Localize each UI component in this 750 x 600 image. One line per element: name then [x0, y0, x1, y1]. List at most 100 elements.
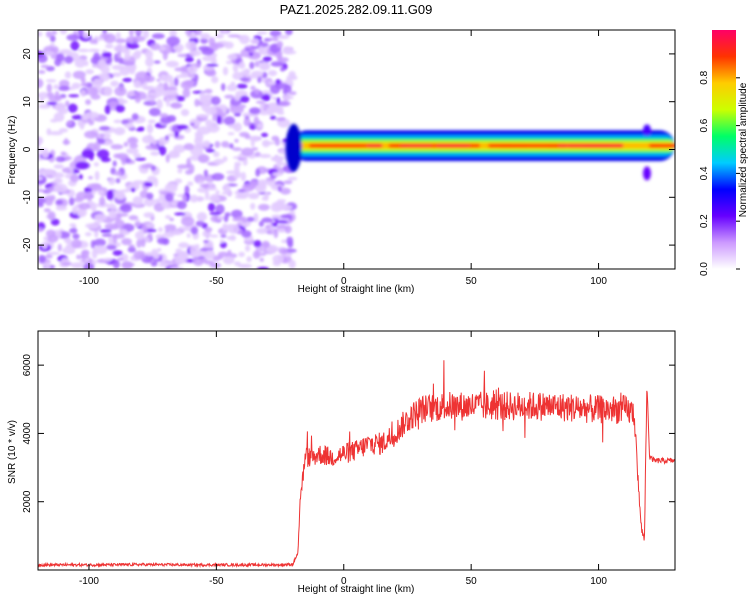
noise-blob — [239, 77, 250, 82]
noise-blob — [238, 263, 252, 269]
noise-blob — [43, 51, 55, 55]
noise-blob — [186, 157, 192, 168]
secondary-feature-high — [642, 124, 651, 137]
colorbar-label: Normalized spectral amplitude — [738, 82, 749, 217]
noise-blob — [62, 247, 76, 255]
y-tick-label: 0 — [22, 146, 33, 152]
noise-blob — [38, 137, 42, 147]
noise-blob — [133, 153, 142, 158]
noise-blob — [216, 115, 222, 125]
noise-blob — [196, 212, 207, 222]
noise-blob — [241, 147, 254, 156]
noise-blob — [102, 30, 108, 34]
noise-blob — [137, 126, 145, 131]
chart-title: PAZ1.2025.282.09.11.G09 — [280, 2, 433, 17]
noise-blob — [92, 78, 103, 89]
noise-blob — [103, 257, 113, 262]
noise-blob — [114, 86, 127, 97]
noise-blob — [64, 156, 72, 161]
colorbar-tick-label: 0.4 — [699, 166, 710, 180]
noise-blob — [229, 235, 237, 241]
noise-blob — [148, 107, 161, 117]
signal-hot-spot — [366, 143, 383, 148]
noise-blob — [86, 191, 93, 201]
noise-blob — [161, 74, 174, 83]
noise-blob — [204, 260, 215, 265]
spectrogram-x-label: Height of straight line (km) — [298, 284, 415, 295]
noise-blob — [285, 30, 293, 36]
noise-blob — [53, 183, 68, 193]
noise-blob — [187, 181, 194, 186]
noise-blob — [158, 145, 167, 156]
noise-blob — [185, 213, 192, 218]
noise-blob — [249, 107, 261, 115]
noise-blob — [97, 138, 106, 145]
noise-blob — [128, 244, 135, 248]
noise-blob — [201, 47, 214, 56]
noise-blob — [118, 57, 124, 65]
noise-blob — [262, 56, 272, 62]
noise-blob — [55, 102, 66, 112]
noise-blob — [141, 163, 152, 169]
noise-blob — [119, 205, 131, 210]
noise-blob — [188, 164, 195, 174]
noise-blob — [246, 216, 255, 222]
noise-blob — [266, 244, 279, 254]
noise-blob — [255, 100, 266, 104]
noise-blob — [66, 34, 80, 41]
noise-blob — [105, 43, 114, 49]
noise-blob — [175, 74, 183, 79]
noise-blob — [252, 250, 261, 259]
noise-blob — [255, 168, 261, 177]
noise-blob — [201, 102, 211, 112]
noise-blob — [193, 143, 204, 150]
colorbar-gradient — [712, 30, 736, 269]
noise-blob — [275, 220, 289, 224]
noise-blob — [49, 131, 63, 136]
noise-blob — [259, 102, 264, 113]
snr-y-label: SNR (10 * v/v) — [7, 420, 18, 484]
noise-blob — [93, 238, 106, 247]
noise-blob — [248, 192, 260, 198]
noise-blob — [110, 144, 124, 150]
noise-blob — [282, 46, 293, 55]
noise-blob — [80, 77, 86, 83]
noise-blob — [119, 229, 128, 235]
noise-blob — [204, 88, 213, 94]
noise-blob — [132, 196, 144, 206]
noise-blob — [269, 37, 274, 41]
noise-blob — [168, 183, 179, 187]
noise-blob — [85, 69, 94, 75]
noise-blob — [159, 113, 169, 118]
noise-blob — [254, 60, 260, 68]
x-tick-label: 0 — [341, 576, 347, 587]
noise-blob — [280, 162, 289, 166]
noise-blob — [236, 170, 242, 179]
spectrogram-x-ticks: -100 -50 0 50 100 — [79, 30, 607, 287]
noise-blob — [277, 228, 286, 233]
noise-blob — [174, 178, 183, 184]
noise-blob — [47, 92, 54, 98]
noise-blob — [53, 178, 63, 184]
y-tick-label: 6000 — [22, 354, 33, 377]
snr-y-ticks: 2000 4000 6000 — [22, 354, 675, 513]
noise-blob — [189, 244, 199, 255]
noise-blob — [208, 181, 213, 186]
noise-blob — [288, 259, 296, 269]
noise-blob — [142, 30, 150, 39]
noise-blob — [78, 174, 83, 180]
noise-blob — [272, 254, 285, 264]
noise-blob — [220, 239, 225, 243]
noise-blob — [129, 143, 139, 149]
noise-blob — [148, 119, 156, 124]
noise-blob — [205, 190, 210, 201]
noise-blob — [143, 212, 155, 218]
noise-blob — [115, 213, 129, 217]
noise-blob — [151, 33, 165, 39]
noise-blob — [234, 94, 241, 101]
snr-series-line — [38, 360, 675, 569]
noise-blob — [170, 151, 181, 158]
noise-blob — [40, 64, 50, 69]
noise-blob — [223, 215, 229, 223]
